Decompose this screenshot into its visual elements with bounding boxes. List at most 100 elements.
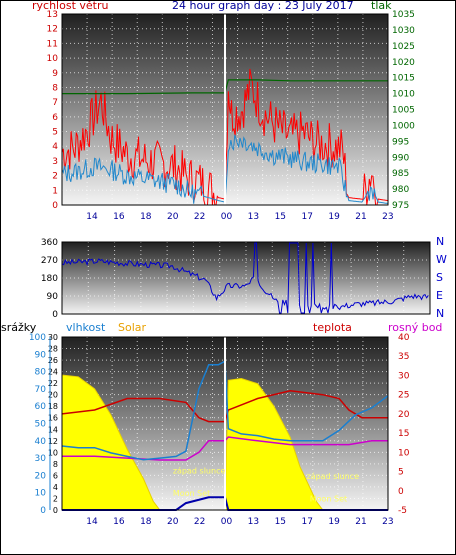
annotation-label: západ slunce bbox=[307, 472, 360, 481]
rain-tick-label: 10 bbox=[48, 448, 58, 457]
direction-tick-label: 180 bbox=[41, 274, 58, 284]
solar-legend-label: Solar bbox=[118, 321, 147, 334]
compass-tick-label: N bbox=[436, 235, 444, 248]
time-tick-label: 13 bbox=[248, 517, 259, 527]
humidity-tick-label: 40 bbox=[35, 437, 47, 447]
pressure-tick-label: 990 bbox=[392, 153, 409, 163]
rain-tick-label: 16 bbox=[48, 414, 58, 423]
pressure-tick-label: 985 bbox=[392, 169, 409, 179]
rain-tick-label: 20 bbox=[48, 391, 58, 400]
wind-speed-tick-label: 2 bbox=[52, 172, 58, 182]
temperature-tick-label: -5 bbox=[398, 506, 407, 516]
wind-speed-tick-label: 9 bbox=[52, 69, 58, 79]
time-tick-label: 00 bbox=[221, 517, 233, 527]
humidity-tick-label: 60 bbox=[35, 402, 47, 412]
dewpoint-legend-label: rosný bod bbox=[388, 321, 443, 334]
wind-speed-tick-label: 7 bbox=[52, 98, 58, 108]
rain-tick-label: 24 bbox=[48, 368, 58, 377]
time-tick-label: 16 bbox=[113, 212, 125, 222]
pressure-tick-label: 1035 bbox=[392, 10, 415, 20]
time-tick-label: 14 bbox=[86, 517, 98, 527]
wind-direction-line bbox=[61, 242, 429, 314]
pressure-tick-label: 1020 bbox=[392, 58, 415, 68]
humidity-legend-label: vlhkost bbox=[66, 321, 106, 334]
compass-tick-label: S bbox=[436, 271, 443, 284]
humidity-line bbox=[61, 359, 389, 461]
humidity-tick-label: 30 bbox=[35, 454, 47, 464]
humidity-tick-label: 0 bbox=[40, 506, 46, 516]
humidity-tick-label: 100 bbox=[29, 333, 46, 343]
time-tick-label: 18 bbox=[140, 212, 152, 222]
humidity-tick-label: 80 bbox=[35, 368, 47, 378]
wind-speed-tick-label: 6 bbox=[52, 113, 58, 123]
rain-tick-label: 6 bbox=[53, 471, 58, 480]
pressure-tick-label: 1010 bbox=[392, 90, 415, 100]
time-tick-label: 18 bbox=[140, 517, 152, 527]
temperature-legend-label: teplota bbox=[313, 321, 352, 334]
pressure-axis-title: tlak bbox=[371, 0, 392, 12]
time-tick-label: 15 bbox=[275, 517, 286, 527]
time-tick-label: 16 bbox=[113, 517, 125, 527]
direction-tick-label: 0 bbox=[52, 310, 58, 320]
temperature-tick-label: 20 bbox=[398, 410, 410, 420]
wind-speed-tick-label: 0 bbox=[52, 201, 58, 211]
wind-speed-axis-title: rychlost větru bbox=[32, 0, 109, 12]
temperature-tick-label: 25 bbox=[398, 391, 409, 401]
rain-tick-label: 8 bbox=[53, 460, 58, 469]
rain-tick-label: 2 bbox=[53, 494, 58, 503]
time-tick-label: 23 bbox=[382, 212, 393, 222]
panel3-border bbox=[61, 336, 389, 511]
rain-axis-title: srážky bbox=[1, 321, 37, 334]
pressure-tick-label: 975 bbox=[392, 201, 409, 211]
rain-tick-label: 22 bbox=[48, 379, 58, 388]
time-tick-label: 17 bbox=[301, 517, 312, 527]
pressure-tick-label: 1025 bbox=[392, 42, 415, 52]
pressure-tick-label: 1030 bbox=[392, 26, 415, 36]
wind-speed-tick-label: 3 bbox=[52, 157, 58, 167]
temperature-tick-label: 35 bbox=[398, 352, 409, 362]
rain-tick-label: 12 bbox=[48, 437, 58, 446]
pressure-tick-label: 995 bbox=[392, 137, 409, 147]
temperature-tick-label: 5 bbox=[398, 468, 404, 478]
direction-tick-label: 270 bbox=[41, 256, 58, 266]
wind-speed-tick-label: 8 bbox=[52, 83, 58, 93]
direction-tick-label: 90 bbox=[47, 292, 59, 302]
humidity-tick-label: 10 bbox=[35, 489, 47, 499]
wind-speed-tick-label: 4 bbox=[52, 142, 58, 152]
rain-tick-label: 28 bbox=[48, 345, 58, 354]
time-tick-label: 21 bbox=[355, 212, 366, 222]
time-tick-label: 21 bbox=[355, 517, 366, 527]
temperature-line bbox=[61, 390, 388, 423]
humidity-tick-label: 50 bbox=[35, 420, 47, 430]
rain-tick-label: 4 bbox=[53, 483, 58, 492]
rain-tick-label: 18 bbox=[48, 402, 58, 411]
time-tick-label: 15 bbox=[275, 212, 286, 222]
wind-speed-tick-label: 12 bbox=[47, 25, 58, 35]
wind-speed-tick-label: 11 bbox=[47, 39, 58, 49]
time-tick-label: 23 bbox=[382, 517, 393, 527]
time-tick-label: 00 bbox=[221, 212, 233, 222]
humidity-tick-label: 90 bbox=[35, 350, 47, 360]
wind-speed-tick-label: 10 bbox=[47, 54, 59, 64]
annotation-label: Moon Set bbox=[310, 494, 347, 503]
pressure-line bbox=[62, 79, 388, 95]
annotation-label: západ slunce bbox=[173, 467, 226, 476]
annotation-label: Moon Set bbox=[173, 489, 210, 498]
pressure-tick-label: 1000 bbox=[392, 121, 415, 131]
temperature-tick-label: 15 bbox=[398, 429, 409, 439]
time-tick-label: 14 bbox=[86, 212, 98, 222]
humidity-tick-label: 70 bbox=[35, 385, 47, 395]
pressure-tick-label: 1015 bbox=[392, 74, 415, 84]
time-tick-label: 17 bbox=[301, 212, 312, 222]
compass-tick-label: E bbox=[436, 289, 443, 302]
time-tick-label: 19 bbox=[328, 212, 340, 222]
rain-tick-label: 14 bbox=[48, 425, 58, 434]
temperature-tick-label: 40 bbox=[398, 333, 410, 343]
humidity-tick-label: 20 bbox=[35, 471, 47, 481]
solar-area bbox=[61, 374, 388, 511]
wind-speed-tick-label: 5 bbox=[52, 128, 58, 138]
pressure-tick-label: 980 bbox=[392, 185, 409, 195]
rain-tick-label: 0 bbox=[53, 506, 58, 515]
pressure-tick-label: 1005 bbox=[392, 106, 415, 116]
